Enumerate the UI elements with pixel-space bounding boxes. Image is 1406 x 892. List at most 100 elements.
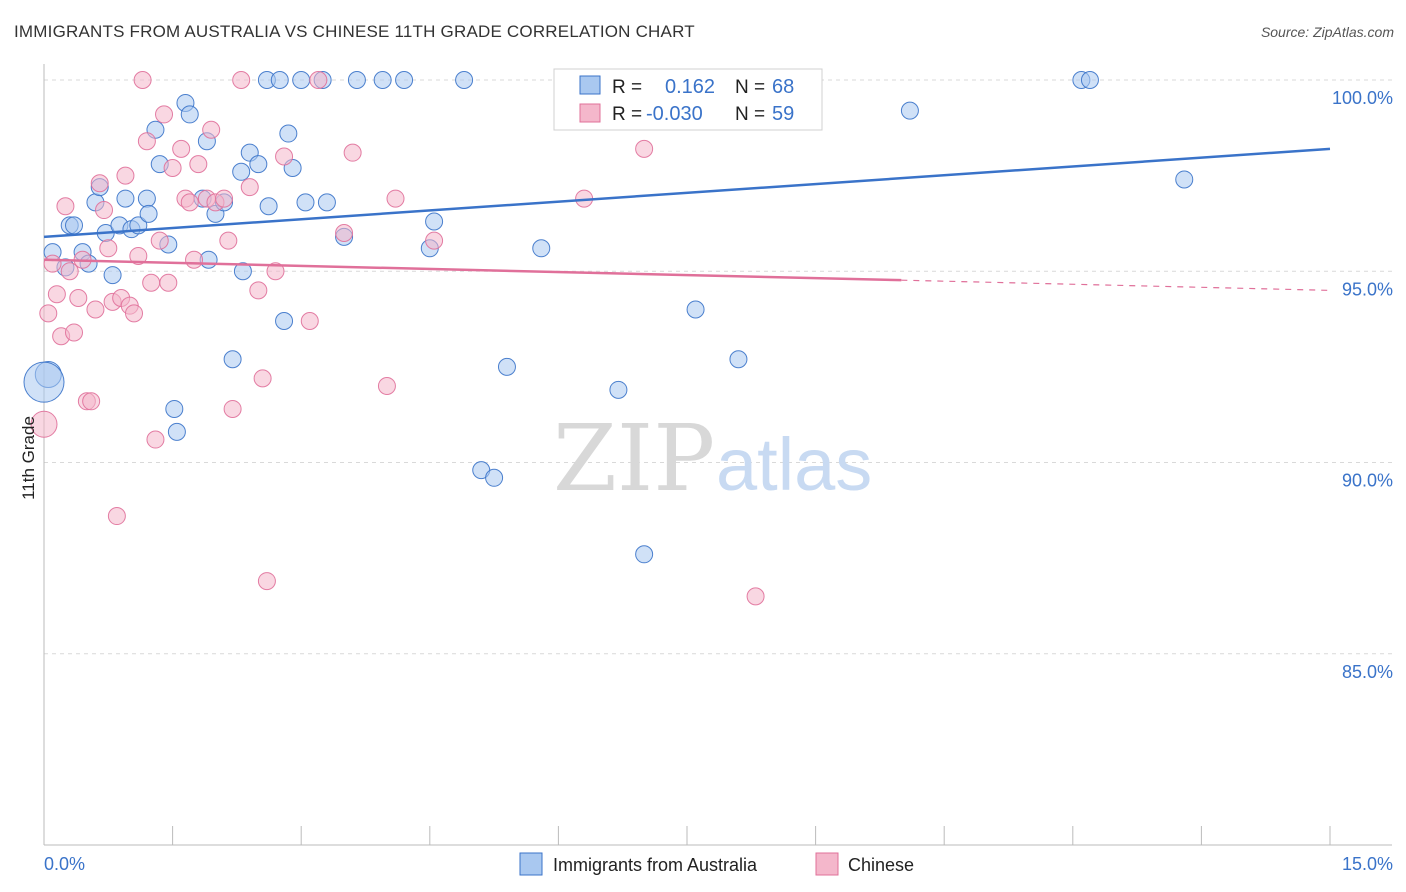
point-australia	[497, 357, 516, 376]
point-chinese	[150, 231, 169, 250]
x-tick-labels: 0.0% 15.0%	[44, 854, 1393, 874]
watermark-zip: ZIP	[553, 405, 715, 512]
point-chinese	[257, 572, 276, 591]
point-australia	[23, 361, 65, 403]
data-points	[23, 71, 1194, 606]
point-chinese	[180, 193, 199, 212]
point-chinese	[155, 105, 174, 124]
point-chinese	[189, 155, 208, 174]
point-chinese	[425, 231, 444, 250]
stats-swatch-blue	[579, 75, 601, 95]
point-chinese	[266, 262, 285, 281]
y-tick-label: 100.0%	[1332, 88, 1393, 108]
point-australia	[139, 204, 158, 223]
point-australia	[455, 71, 474, 89]
x-tick-label-max: 15.0%	[1342, 854, 1393, 874]
point-australia	[180, 105, 199, 124]
point-chinese	[746, 587, 765, 606]
y-tick-label: 90.0%	[1342, 471, 1393, 491]
stats-r-value-2: -0.030	[646, 103, 703, 125]
point-australia	[425, 212, 444, 231]
point-australia	[279, 124, 298, 143]
stats-r-label-2: R =	[612, 104, 642, 125]
trend-line-pink-extrapolated	[901, 279, 1331, 291]
legend-swatch-pink[interactable]	[815, 852, 839, 876]
point-chinese	[202, 120, 221, 139]
point-chinese	[86, 300, 105, 319]
trend-lines	[43, 147, 1331, 291]
stats-n-label-2: N =	[735, 104, 765, 125]
point-chinese	[142, 273, 161, 292]
point-australia	[223, 350, 242, 369]
y-tick-label: 85.0%	[1342, 662, 1393, 682]
point-chinese	[386, 189, 405, 208]
point-australia	[373, 71, 392, 89]
point-chinese	[223, 399, 242, 418]
point-chinese	[232, 71, 251, 89]
point-chinese	[240, 178, 259, 197]
point-chinese	[129, 246, 148, 265]
source-label: Source: ZipAtlas.com	[1260, 24, 1394, 40]
trend-line-pink	[43, 258, 902, 282]
point-chinese	[69, 289, 88, 308]
y-tick-labels: 85.0% 90.0% 95.0% 100.0%	[1332, 88, 1393, 682]
point-australia	[137, 189, 156, 208]
point-chinese	[146, 430, 165, 449]
point-australia	[395, 71, 414, 89]
point-chinese	[275, 147, 294, 166]
point-chinese	[635, 139, 654, 158]
point-chinese	[82, 392, 101, 411]
point-australia	[270, 71, 289, 89]
legend-swatch-blue[interactable]	[519, 852, 543, 876]
point-chinese	[125, 304, 144, 323]
point-chinese	[99, 239, 118, 258]
point-australia	[292, 71, 311, 89]
stats-swatch-pink	[579, 103, 601, 123]
point-australia	[609, 380, 628, 399]
point-australia	[116, 189, 135, 208]
point-chinese	[30, 410, 58, 438]
point-chinese	[39, 304, 58, 323]
point-chinese	[215, 189, 234, 208]
point-australia	[275, 311, 294, 330]
point-australia	[686, 300, 705, 319]
point-chinese	[377, 377, 396, 395]
point-chinese	[137, 132, 156, 151]
trend-line-blue	[43, 147, 1331, 239]
point-chinese	[107, 507, 126, 526]
point-chinese	[185, 250, 204, 269]
point-chinese	[56, 197, 75, 216]
stats-r-value-1: 0.162	[665, 76, 715, 98]
point-australia	[259, 197, 278, 216]
chart-title: IMMIGRANTS FROM AUSTRALIA VS CHINESE 11T…	[14, 22, 695, 41]
point-australia	[900, 101, 919, 120]
stats-legend: R = 0.162 N = 68 R = -0.030 N = 59	[553, 68, 823, 131]
point-chinese	[253, 369, 272, 388]
watermark-atlas: atlas	[716, 423, 872, 506]
x-tick-label-min: 0.0%	[44, 854, 85, 874]
point-australia	[103, 266, 122, 285]
point-australia	[485, 468, 504, 487]
point-australia	[233, 262, 252, 281]
point-australia	[296, 193, 315, 212]
point-chinese	[249, 281, 268, 300]
point-australia	[167, 422, 186, 441]
stats-n-value-2: 59	[772, 103, 794, 125]
point-chinese	[116, 166, 135, 185]
point-australia	[249, 155, 268, 174]
point-australia	[347, 71, 366, 89]
axes	[43, 64, 1392, 846]
point-chinese	[60, 262, 79, 281]
point-chinese	[219, 231, 238, 250]
watermark: ZIP atlas	[553, 405, 872, 512]
bottom-legend: Immigrants from Australia Chinese	[519, 852, 914, 876]
point-australia	[532, 239, 551, 258]
stats-n-label-1: N =	[735, 77, 765, 98]
point-australia	[65, 216, 84, 235]
stats-n-value-1: 68	[772, 76, 794, 98]
legend-label-blue[interactable]: Immigrants from Australia	[553, 855, 758, 875]
y-tick-label: 95.0%	[1342, 279, 1393, 299]
point-chinese	[133, 71, 152, 89]
legend-label-pink[interactable]: Chinese	[848, 855, 914, 875]
